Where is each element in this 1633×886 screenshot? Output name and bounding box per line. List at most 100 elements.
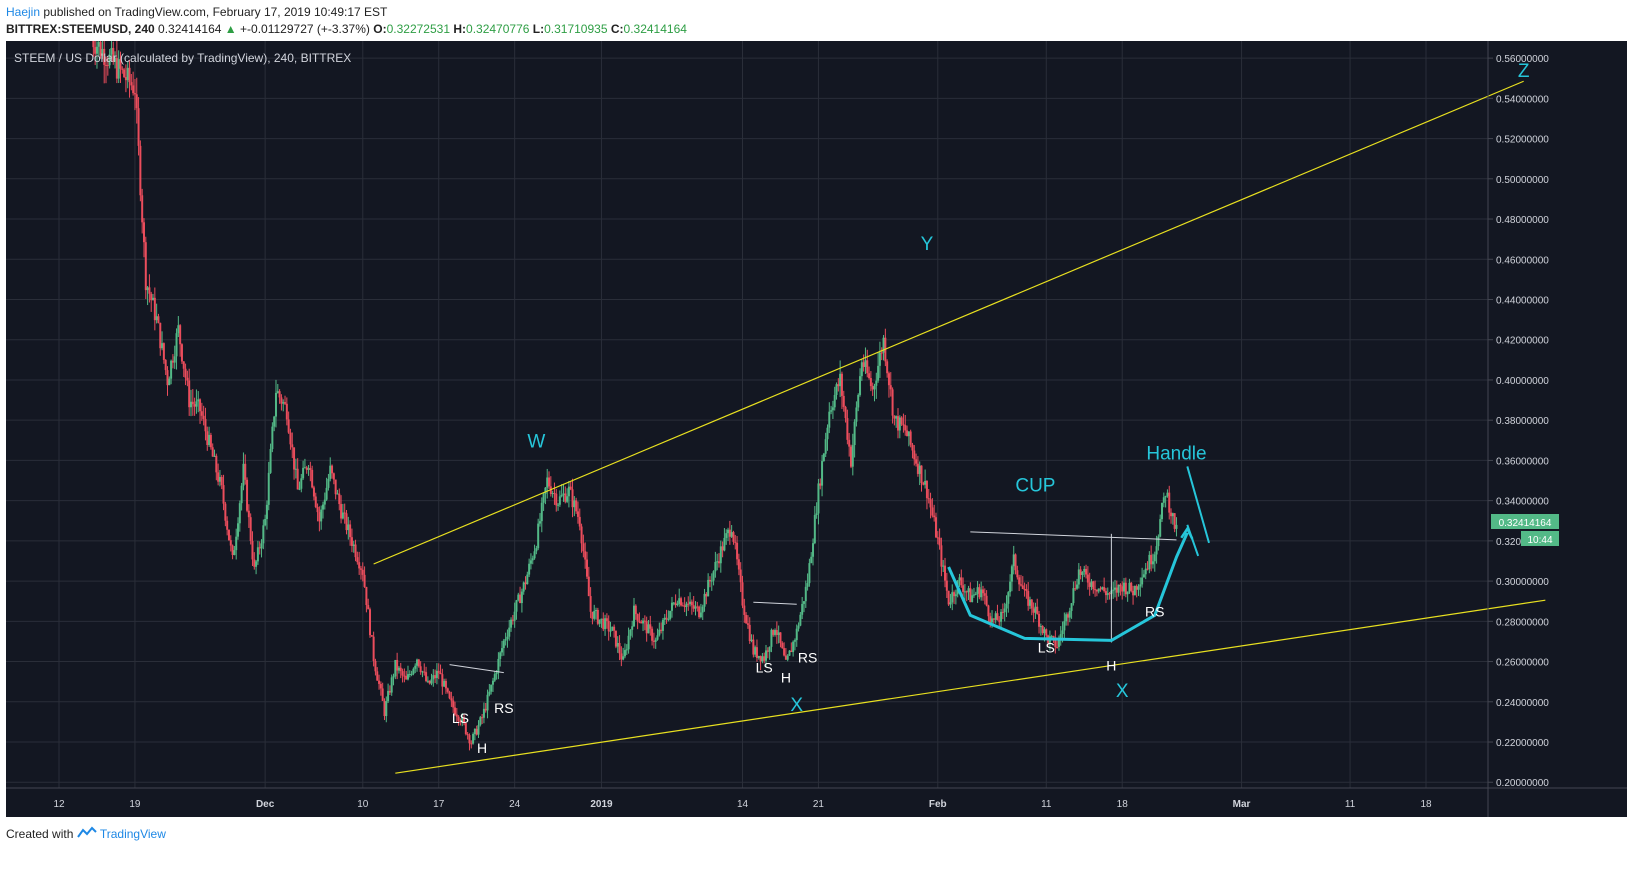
candle-body: [947, 590, 950, 605]
candle-body: [1014, 554, 1017, 571]
candle-body: [705, 593, 708, 597]
y-tick-label: 0.26000000: [1496, 658, 1549, 669]
candle-body: [775, 630, 778, 635]
candle-body: [455, 714, 458, 717]
candle-body: [388, 690, 391, 693]
candle-body: [857, 394, 860, 408]
candle-body: [808, 563, 811, 584]
candle-body: [889, 385, 892, 390]
candle-body: [1052, 636, 1055, 638]
candle-body: [571, 489, 574, 508]
y-tick-label: 0.36000000: [1496, 456, 1549, 467]
candle-body: [441, 674, 444, 687]
candle-body: [1148, 554, 1151, 570]
candle-body: [307, 468, 310, 470]
candle-body: [642, 620, 645, 624]
candle-body: [430, 679, 433, 684]
candle-body: [1019, 584, 1022, 586]
candle-body: [338, 493, 341, 505]
candle-body: [636, 614, 639, 622]
candle-body: [584, 551, 587, 560]
candle-body: [1081, 571, 1084, 575]
candle-body: [609, 630, 612, 632]
candle-body: [206, 431, 209, 445]
candle-body: [859, 376, 862, 395]
candle-body: [367, 605, 370, 610]
candle-body: [1112, 589, 1115, 591]
candle-body: [417, 659, 420, 667]
y-tick-label: 0.54000000: [1496, 94, 1549, 105]
candle-body: [481, 717, 484, 719]
candle-body: [954, 594, 957, 597]
candle-body: [591, 611, 594, 619]
candle-body: [309, 468, 312, 470]
candle-body: [1164, 496, 1167, 498]
candle-body: [1141, 577, 1144, 585]
candle-body: [352, 544, 355, 546]
candle-body: [358, 562, 361, 569]
candle-body: [658, 629, 661, 636]
candle-body: [274, 392, 277, 417]
candle-body: [432, 675, 435, 680]
candle-body: [1068, 610, 1071, 618]
candle-body: [99, 42, 102, 56]
candle-body: [475, 728, 478, 735]
candle-body: [491, 680, 494, 685]
time-axis[interactable]: 12 19 Dec 10 17 24 2019 14 21 Feb 11 18 Mar 11 18: [53, 799, 1432, 810]
candle-body: [123, 69, 126, 78]
candle-body: [991, 618, 994, 623]
y-tick-label: 0.30000000: [1496, 577, 1549, 588]
candle-body: [998, 620, 1001, 622]
candle-body: [797, 625, 800, 629]
candle-body: [837, 384, 840, 387]
candle-body: [493, 674, 496, 681]
neckline: [753, 601, 797, 605]
candle-body: [781, 642, 784, 649]
candle-body: [886, 361, 889, 374]
candle-body: [383, 700, 386, 717]
price-axis[interactable]: 0.56000000 0.54000000 0.52000000 0.50000000…: [1488, 54, 1549, 789]
author-link[interactable]: Haejin: [6, 5, 41, 19]
candle-body: [689, 601, 692, 604]
tradingview-link[interactable]: TradingView: [99, 827, 166, 841]
candle-body: [779, 632, 782, 643]
candle-body: [1030, 599, 1033, 609]
candle-body: [761, 656, 764, 662]
candle-body: [497, 658, 500, 673]
candle-body: [634, 605, 637, 615]
candles: [90, 27, 1178, 751]
candle-body: [425, 672, 428, 681]
candle-body: [1097, 588, 1100, 592]
candle-body: [369, 609, 372, 636]
annotation-labels: W Y Z X X Handle CUP LS H RS LS H RS LS H RS: [452, 61, 1530, 756]
candle-body: [804, 586, 807, 602]
candle-body: [1061, 630, 1064, 635]
candle-body: [139, 145, 142, 196]
candle-body: [696, 606, 699, 608]
candle-body: [623, 650, 626, 657]
candle-body: [486, 694, 489, 711]
candle-body: [435, 670, 438, 679]
candle-body: [135, 94, 138, 109]
candle-body: [824, 439, 827, 454]
candle-body: [448, 691, 451, 699]
candle-body: [428, 680, 431, 684]
candle-body: [482, 708, 485, 718]
candle-body: [1121, 586, 1124, 592]
candle-body: [446, 688, 449, 692]
candle-body: [336, 493, 339, 495]
candle-body: [806, 583, 809, 587]
candle-body: [665, 617, 668, 620]
x-tick-label: 10: [357, 799, 369, 810]
chart-container[interactable]: W Y Z X X Handle CUP LS H RS LS H RS LS H RS 0.56000000…: [6, 27, 1627, 817]
price-chart[interactable]: W Y Z X X Handle CUP LS H RS LS H RS LS H RS 0.56000000…: [6, 27, 1627, 817]
candle-body: [191, 401, 194, 405]
candle-body: [137, 108, 140, 146]
candle-body: [602, 618, 605, 630]
candle-body: [687, 603, 690, 605]
candle-body: [906, 430, 909, 437]
candle-body: [681, 605, 684, 607]
candle-body: [949, 602, 952, 605]
candle-body: [627, 635, 630, 650]
candle-body: [864, 360, 867, 367]
